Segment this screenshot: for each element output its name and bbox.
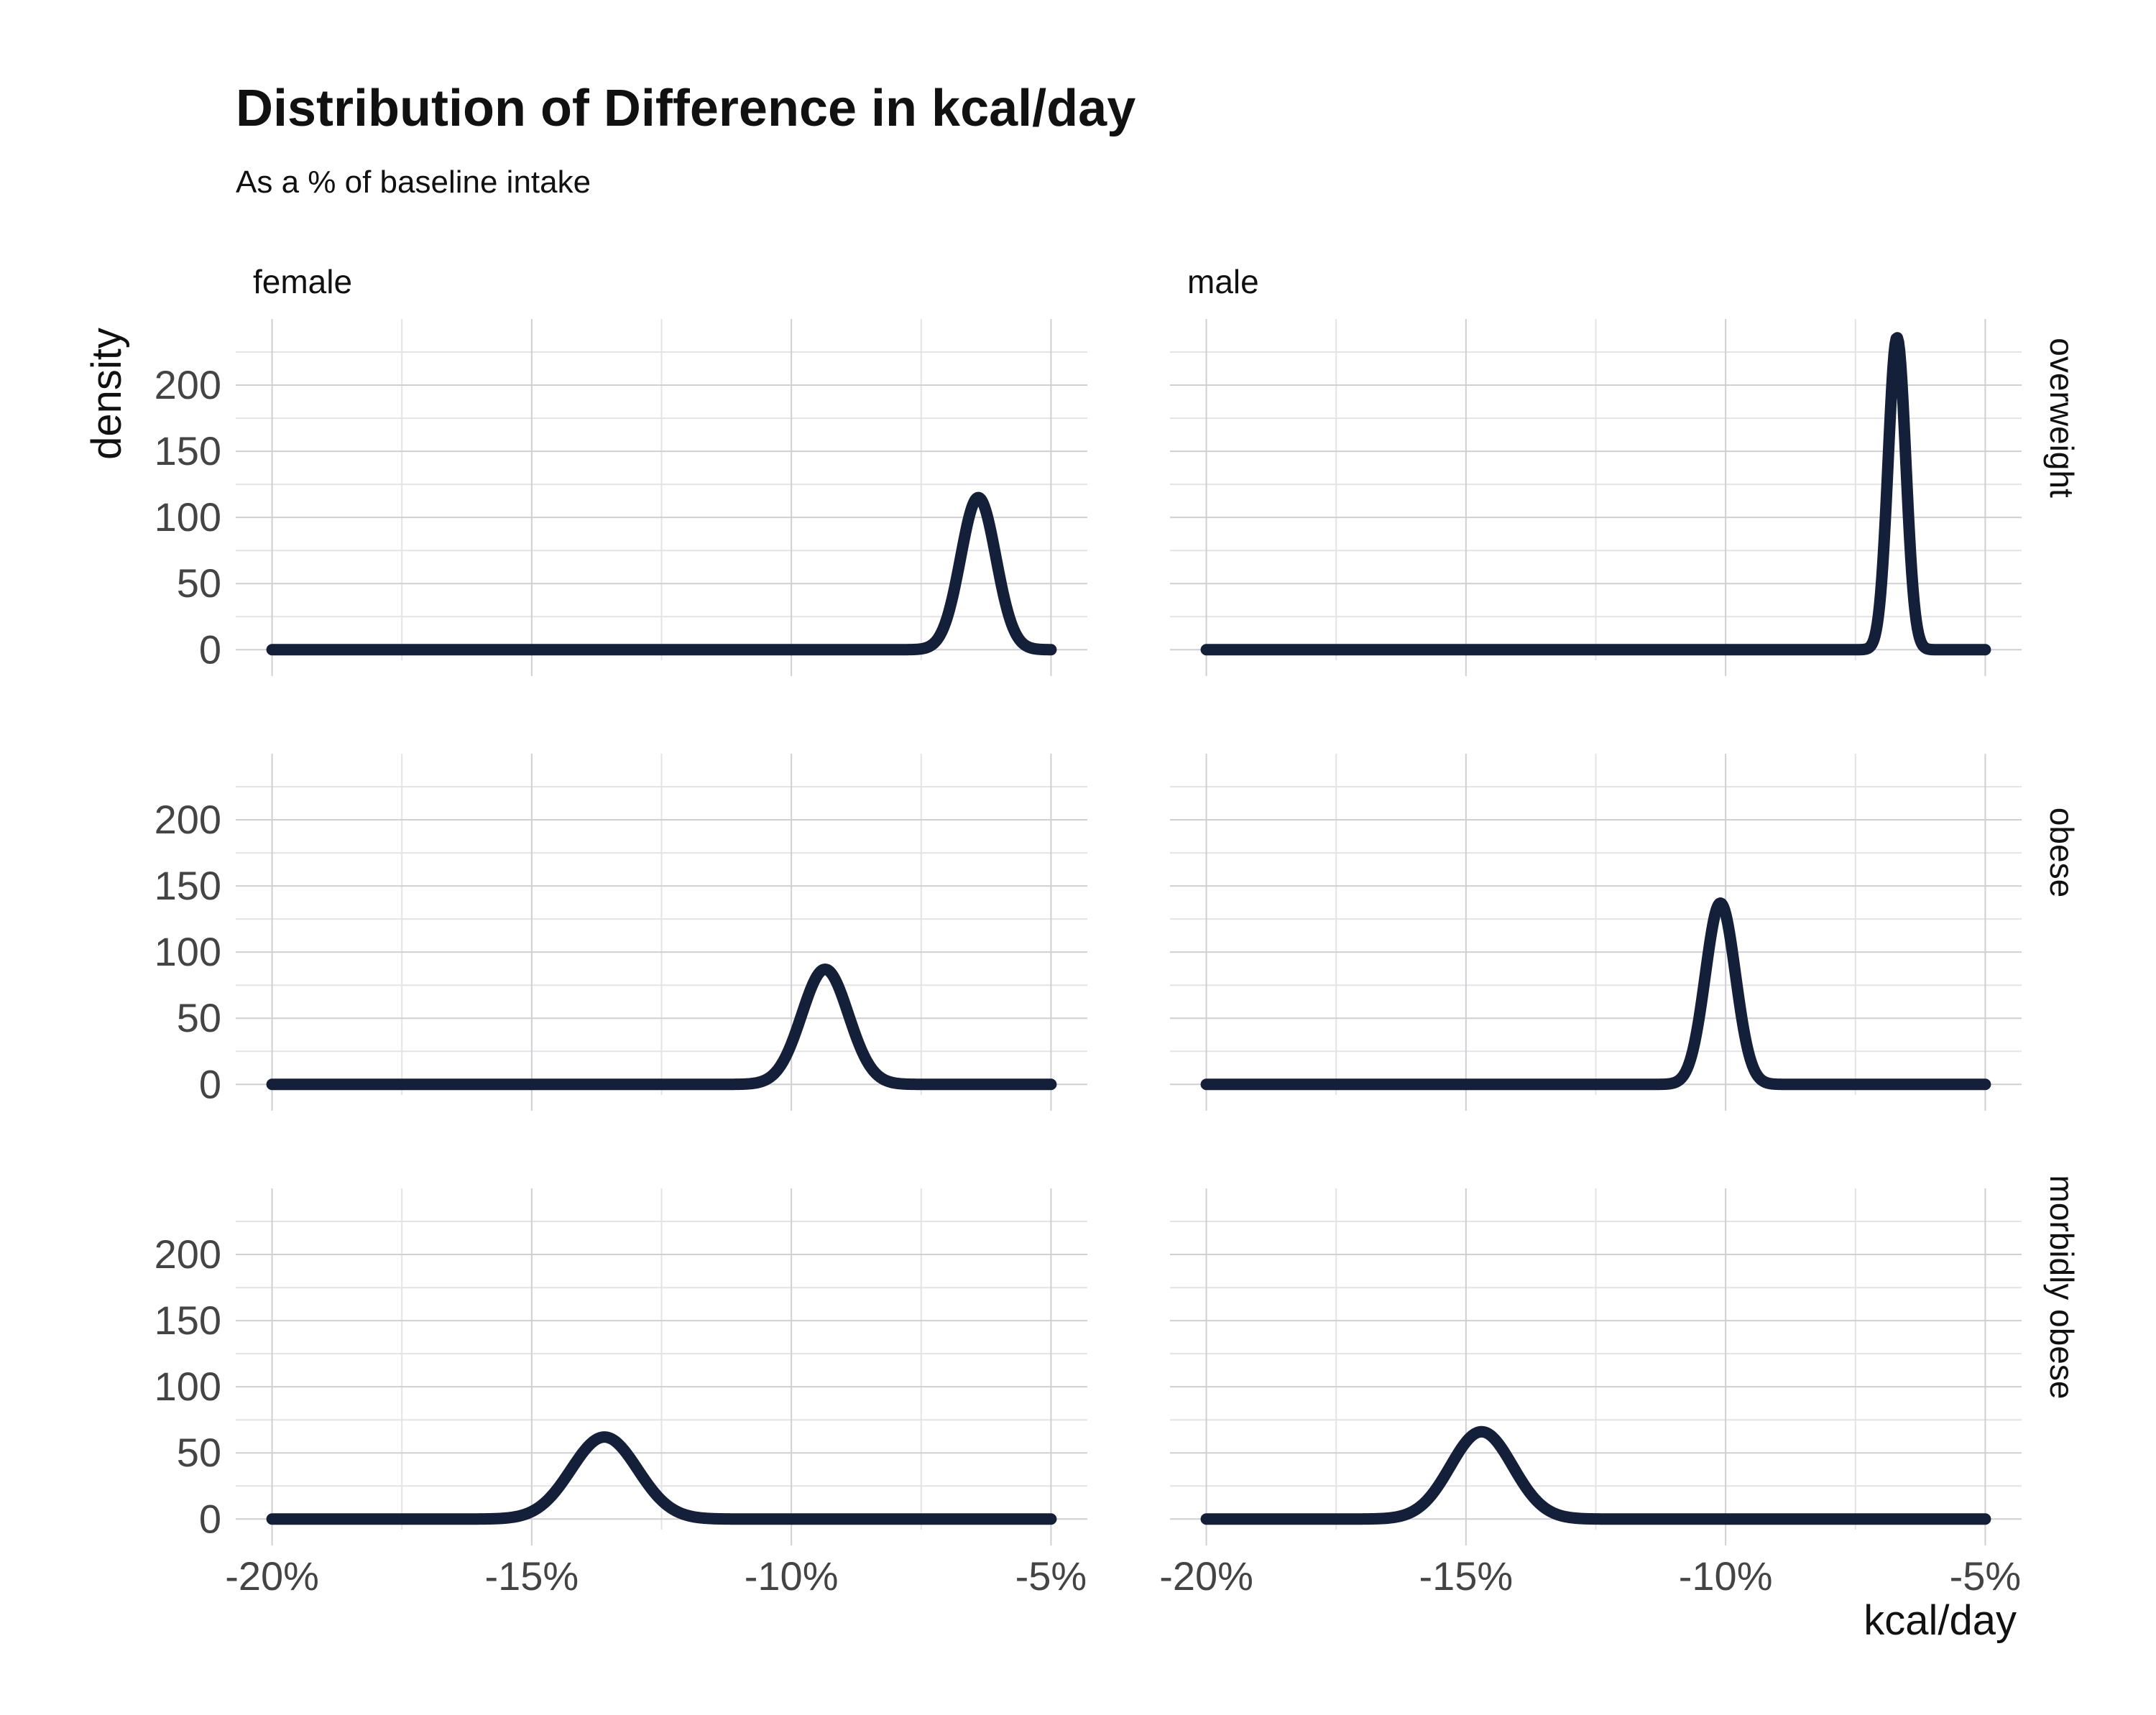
density-curve bbox=[1200, 897, 1991, 1091]
density-curve bbox=[1200, 1425, 1991, 1525]
y-tick-label: 100 bbox=[155, 494, 221, 540]
y-tick-label: 100 bbox=[155, 929, 221, 974]
x-tick-label: -5% bbox=[1950, 1553, 2022, 1599]
y-tick-label: 0 bbox=[199, 627, 221, 672]
panel-female-overweight: 0 50 100 150 200 female bbox=[155, 263, 1087, 676]
y-tick-label: 200 bbox=[155, 797, 221, 842]
x-tick-label: -10% bbox=[745, 1553, 839, 1599]
y-tick-label: 50 bbox=[177, 1430, 221, 1475]
facet-strip-obese: obese bbox=[2043, 808, 2081, 897]
x-tick-label: -20% bbox=[225, 1553, 319, 1599]
density-curve bbox=[266, 963, 1057, 1091]
facet-strip-female: female bbox=[253, 263, 352, 300]
facet-strip-morbidly-obese: morbidly obese bbox=[2043, 1175, 2081, 1400]
x-tick-label: -20% bbox=[1159, 1553, 1253, 1599]
panel-male-overweight: male overweight bbox=[1170, 263, 2081, 676]
y-tick-label: 200 bbox=[155, 362, 221, 407]
x-axis-title: kcal/day bbox=[1864, 1597, 2017, 1644]
density-curve bbox=[1200, 332, 1991, 656]
facet-strip-male: male bbox=[1187, 263, 1259, 300]
facet-strip-overweight: overweight bbox=[2043, 338, 2081, 498]
y-tick-label: 0 bbox=[199, 1496, 221, 1541]
panel-female-morbidly-obese: 0 50 100 150 200 -20% -15% -10% -5% bbox=[155, 1188, 1087, 1599]
y-tick-label: 150 bbox=[155, 428, 221, 473]
density-curve bbox=[266, 491, 1057, 656]
chart-subtitle: As a % of baseline intake bbox=[236, 165, 591, 200]
panel-female-obese: 0 50 100 150 200 bbox=[155, 754, 1087, 1111]
chart-title: Distribution of Difference in kcal/day bbox=[236, 80, 1135, 137]
plot-area: 0 50 100 150 200 female male overweight 0 50 100 15… bbox=[155, 263, 2081, 1599]
x-tick-label: -15% bbox=[484, 1553, 579, 1599]
panel-male-morbidly-obese: -20% -15% -10% -5% morbidly obese bbox=[1159, 1175, 2081, 1599]
panel-male-obese: obese bbox=[1170, 754, 2081, 1111]
y-tick-label: 50 bbox=[177, 560, 221, 606]
y-tick-label: 0 bbox=[199, 1061, 221, 1106]
y-tick-label: 150 bbox=[155, 863, 221, 908]
x-tick-label: -10% bbox=[1679, 1553, 1773, 1599]
y-tick-label: 50 bbox=[177, 995, 221, 1040]
x-tick-label: -15% bbox=[1419, 1553, 1513, 1599]
x-tick-label: -5% bbox=[1015, 1553, 1087, 1599]
y-axis-title: density bbox=[83, 328, 130, 460]
y-tick-label: 150 bbox=[155, 1298, 221, 1343]
y-tick-label: 100 bbox=[155, 1364, 221, 1409]
density-curve bbox=[266, 1431, 1057, 1525]
y-tick-label: 200 bbox=[155, 1231, 221, 1277]
